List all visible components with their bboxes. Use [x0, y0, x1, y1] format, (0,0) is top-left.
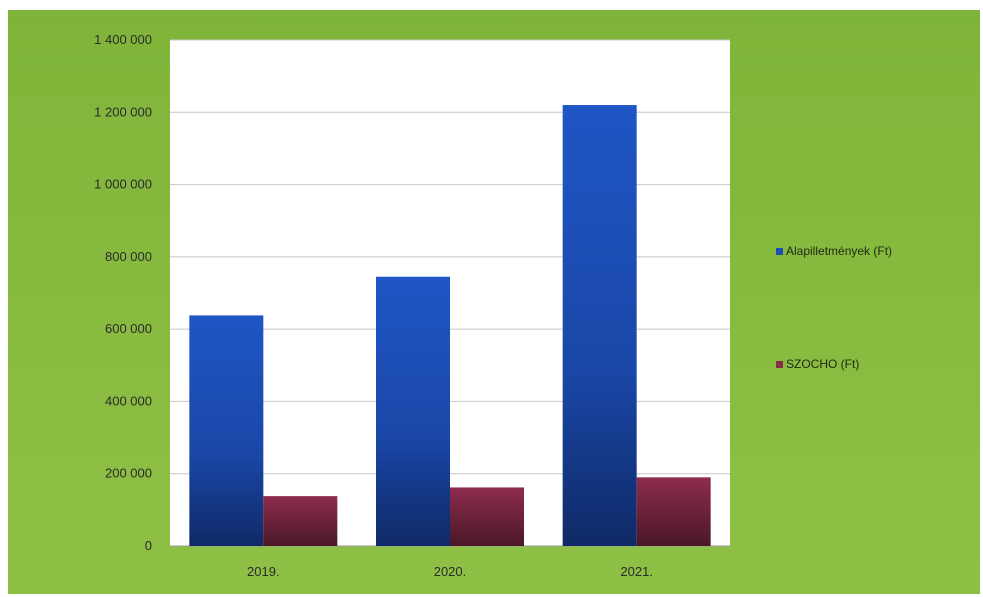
legend-label: Alapilletmények (Ft) [786, 244, 892, 258]
legend: Alapilletmények (Ft) SZOCHO (Ft) [776, 244, 892, 371]
bar-szocho-1 [450, 487, 524, 546]
x-tick-label: 2021. [620, 564, 653, 579]
y-tick-label: 200 000 [105, 466, 152, 481]
bar-alapilletmenyek-1 [376, 276, 450, 546]
bar-alapilletmenyek-2 [562, 105, 637, 547]
y-tick-label: 1 200 000 [94, 104, 152, 119]
y-tick-label: 1 000 000 [94, 177, 152, 192]
y-tick-label: 600 000 [105, 321, 152, 336]
y-axis-ticks: 0 200 000 400 000 600 000 800 000 1 000 000 1 … [94, 32, 152, 553]
x-tick-label: 2019. [247, 564, 280, 579]
y-tick-label: 0 [145, 538, 152, 553]
bar-alapilletmenyek-0 [189, 315, 264, 546]
x-axis-ticks: 2019. 2020. 2021. [247, 564, 653, 579]
bars [189, 105, 711, 547]
legend-swatch [776, 361, 783, 368]
bar-szocho-0 [263, 496, 338, 546]
y-tick-label: 1 400 000 [94, 32, 152, 47]
y-tick-label: 800 000 [105, 249, 152, 264]
bar-szocho-2 [636, 477, 711, 546]
x-tick-label: 2020. [434, 564, 467, 579]
legend-label: SZOCHO (Ft) [786, 357, 859, 371]
legend-swatch [776, 248, 783, 255]
y-tick-label: 400 000 [105, 393, 152, 408]
